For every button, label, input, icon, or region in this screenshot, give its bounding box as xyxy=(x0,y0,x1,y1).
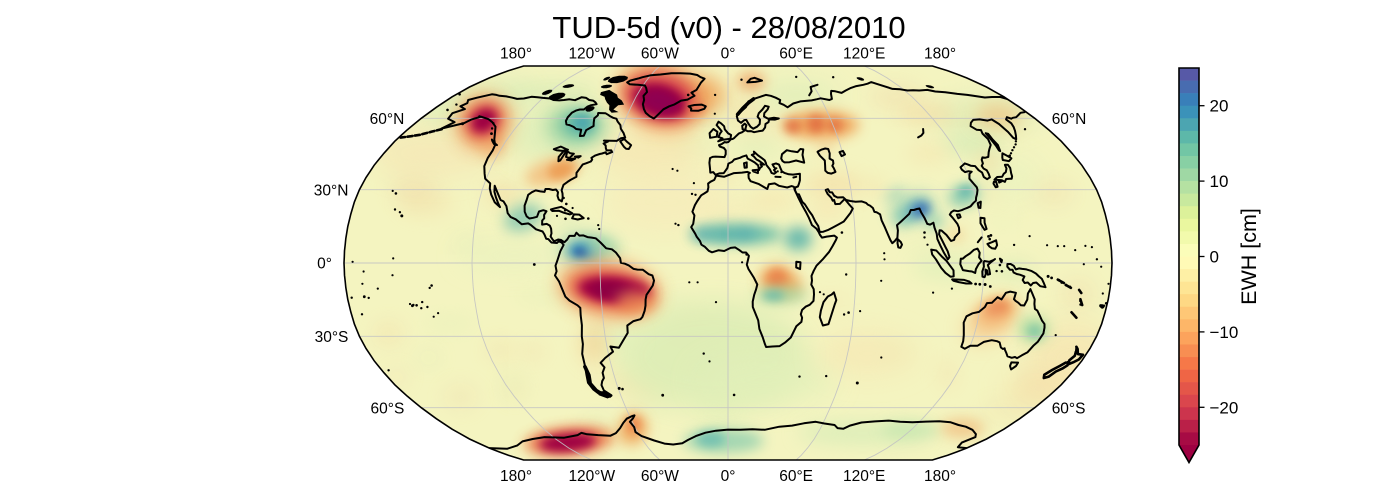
svg-text:180°: 180° xyxy=(924,468,956,485)
svg-text:10: 10 xyxy=(1210,172,1229,191)
svg-text:60°E: 60°E xyxy=(779,46,813,63)
svg-text:120°E: 120°E xyxy=(843,468,885,485)
svg-text:30°S: 30°S xyxy=(315,329,349,346)
svg-text:EWH [cm]: EWH [cm] xyxy=(1237,208,1261,305)
svg-text:−20: −20 xyxy=(1210,398,1239,417)
svg-text:120°W: 120°W xyxy=(568,468,615,485)
svg-text:60°E: 60°E xyxy=(779,468,813,485)
svg-text:120°E: 120°E xyxy=(843,46,885,63)
svg-text:0°: 0° xyxy=(317,256,332,273)
svg-text:60°N: 60°N xyxy=(370,111,405,128)
svg-text:TUD-5d (v0) - 28/08/2010: TUD-5d (v0) - 28/08/2010 xyxy=(552,10,905,45)
svg-text:180°: 180° xyxy=(500,468,532,485)
svg-text:60°W: 60°W xyxy=(641,468,679,485)
svg-text:30°N: 30°N xyxy=(314,182,349,199)
svg-text:60°S: 60°S xyxy=(1052,400,1086,417)
svg-text:0: 0 xyxy=(1210,248,1219,267)
svg-text:20: 20 xyxy=(1210,97,1229,116)
svg-text:60°N: 60°N xyxy=(1052,111,1087,128)
svg-text:0°: 0° xyxy=(721,468,736,485)
svg-text:120°W: 120°W xyxy=(568,46,615,63)
svg-text:180°: 180° xyxy=(924,46,956,63)
svg-text:60°S: 60°S xyxy=(371,400,405,417)
svg-text:60°W: 60°W xyxy=(641,46,679,63)
svg-text:0°: 0° xyxy=(721,46,736,63)
svg-text:180°: 180° xyxy=(500,46,532,63)
svg-text:−10: −10 xyxy=(1210,323,1239,342)
